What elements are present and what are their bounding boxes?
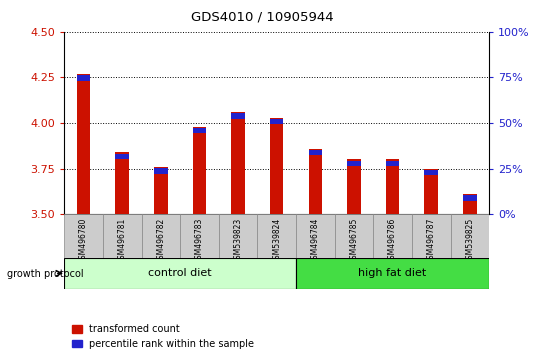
Bar <box>154 167 168 214</box>
Bar <box>103 214 141 258</box>
Text: control diet: control diet <box>148 268 212 279</box>
Bar <box>77 74 91 214</box>
Bar <box>309 149 322 214</box>
Bar <box>386 159 399 214</box>
Bar <box>141 214 180 258</box>
Text: GDS4010 / 10905944: GDS4010 / 10905944 <box>191 11 334 24</box>
Bar <box>386 161 399 166</box>
Text: GSM539825: GSM539825 <box>465 218 475 264</box>
Bar <box>64 258 296 289</box>
Bar <box>193 127 206 214</box>
Bar <box>335 214 373 258</box>
Text: GSM496781: GSM496781 <box>118 218 127 264</box>
Text: GSM496785: GSM496785 <box>349 218 358 264</box>
Bar <box>116 154 129 159</box>
Bar <box>463 195 477 201</box>
Bar <box>412 214 451 258</box>
Legend: transformed count, percentile rank within the sample: transformed count, percentile rank withi… <box>72 324 254 349</box>
Bar <box>347 159 361 214</box>
Bar <box>219 214 257 258</box>
Text: high fat diet: high fat diet <box>358 268 427 279</box>
Text: GSM539823: GSM539823 <box>234 218 243 264</box>
Bar <box>231 112 245 214</box>
Bar <box>231 113 245 119</box>
Bar <box>424 169 438 214</box>
Bar <box>180 214 219 258</box>
Bar <box>347 161 361 166</box>
Text: GSM539824: GSM539824 <box>272 218 281 264</box>
Bar <box>309 150 322 155</box>
Bar <box>64 214 103 258</box>
Bar <box>77 75 91 81</box>
Bar <box>296 214 335 258</box>
Bar <box>463 194 477 214</box>
Bar <box>424 170 438 176</box>
Bar <box>154 168 168 173</box>
Bar <box>373 214 412 258</box>
Bar <box>451 214 489 258</box>
Bar <box>270 119 283 124</box>
Text: GSM496787: GSM496787 <box>427 218 435 264</box>
Text: growth protocol: growth protocol <box>7 269 83 279</box>
Bar <box>193 128 206 133</box>
Bar <box>257 214 296 258</box>
Bar <box>296 258 489 289</box>
Text: GSM496783: GSM496783 <box>195 218 204 264</box>
Bar <box>270 118 283 214</box>
Text: GSM496782: GSM496782 <box>157 218 165 264</box>
Text: GSM496784: GSM496784 <box>311 218 320 264</box>
Bar <box>116 152 129 214</box>
Text: GSM496780: GSM496780 <box>79 218 88 264</box>
Text: GSM496786: GSM496786 <box>388 218 397 264</box>
